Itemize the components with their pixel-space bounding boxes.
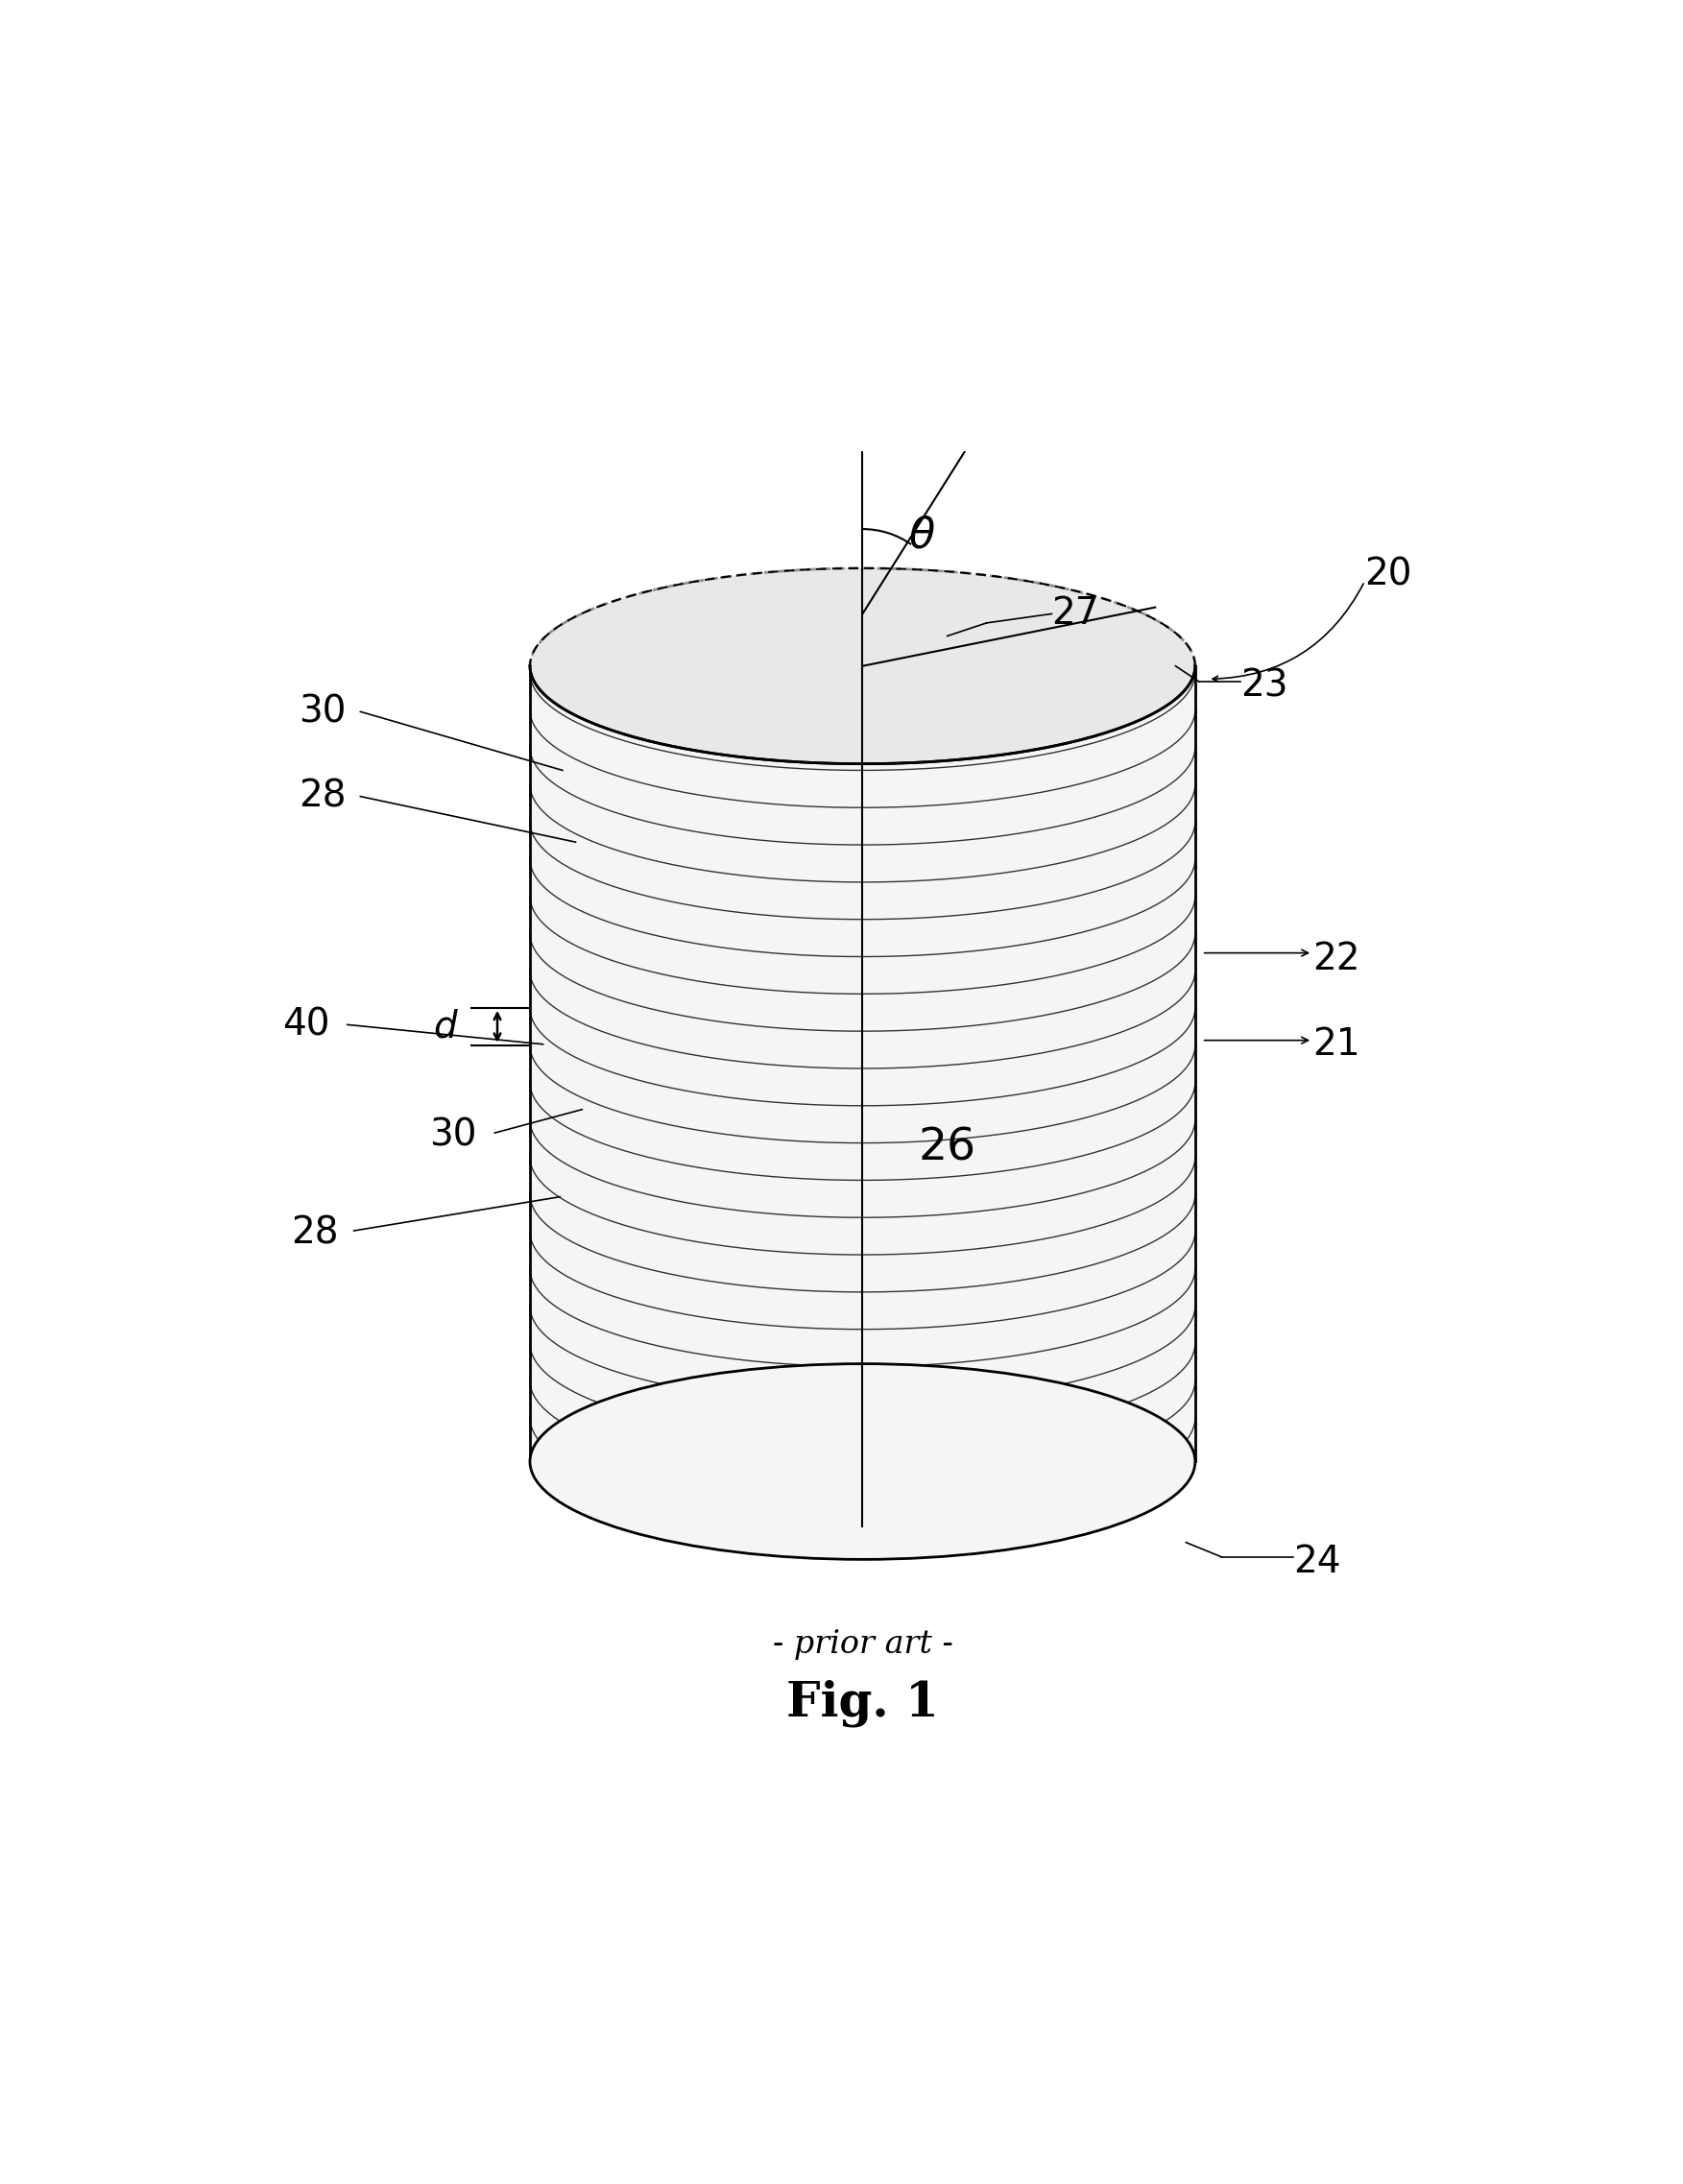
Polygon shape: [530, 666, 1195, 1461]
Text: 28: 28: [291, 1214, 338, 1251]
Text: θ: θ: [909, 515, 934, 557]
Polygon shape: [530, 568, 1195, 764]
Text: 21: 21: [1313, 1026, 1360, 1061]
Text: 23: 23: [1240, 668, 1287, 703]
Text: d: d: [433, 1009, 458, 1044]
Ellipse shape: [530, 1363, 1195, 1559]
Text: 26: 26: [919, 1127, 976, 1171]
Text: 27: 27: [1052, 596, 1099, 631]
Text: 24: 24: [1293, 1544, 1340, 1581]
Text: Fig. 1: Fig. 1: [786, 1679, 939, 1728]
Text: 28: 28: [300, 778, 347, 815]
Text: - prior art -: - prior art -: [772, 1629, 953, 1660]
Text: 22: 22: [1313, 941, 1360, 978]
Text: 30: 30: [300, 692, 347, 729]
Text: 30: 30: [429, 1118, 476, 1153]
Text: 20: 20: [1365, 557, 1412, 592]
Text: 40: 40: [283, 1007, 330, 1044]
